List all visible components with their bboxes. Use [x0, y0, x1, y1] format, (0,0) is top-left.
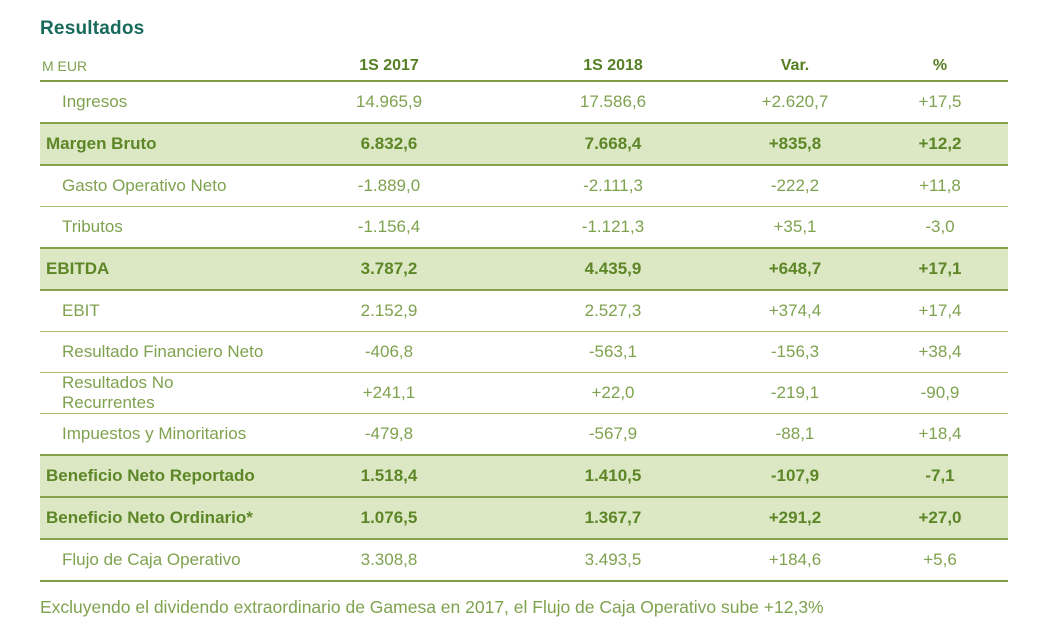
table-row-subtotal: Beneficio Neto Reportado 1.518,4 1.410,5… — [40, 454, 1008, 498]
value-pct: -90,9 — [872, 372, 1008, 414]
value-pct: -3,0 — [872, 206, 1008, 249]
value-pct: +17,1 — [872, 247, 1008, 291]
column-header-var: Var. — [718, 52, 872, 82]
value-1s2018: 3.493,5 — [508, 539, 718, 582]
column-header-1s2018: 1S 2018 — [508, 52, 718, 82]
row-label: Resultados No Recurrentes — [40, 372, 270, 414]
table-row: Ingresos 14.965,9 17.586,6 +2.620,7 +17,… — [40, 81, 1008, 124]
table-row: Flujo de Caja Operativo 3.308,8 3.493,5 … — [40, 539, 1008, 582]
table-row: EBIT 2.152,9 2.527,3 +374,4 +17,4 — [40, 290, 1008, 332]
value-var: +35,1 — [718, 206, 872, 249]
footnote: Excluyendo el dividendo extraordinario d… — [40, 597, 824, 617]
value-1s2018: 1.410,5 — [508, 454, 718, 498]
table-row-subtotal: Beneficio Neto Ordinario* 1.076,5 1.367,… — [40, 496, 1008, 540]
value-pct: +12,2 — [872, 122, 1008, 166]
value-pct: +27,0 — [872, 496, 1008, 540]
value-var: -156,3 — [718, 331, 872, 373]
value-var: -107,9 — [718, 454, 872, 498]
row-label: Tributos — [40, 206, 270, 249]
value-pct: +11,8 — [872, 165, 1008, 207]
value-1s2017: -479,8 — [270, 413, 508, 456]
value-1s2017: -1.889,0 — [270, 165, 508, 207]
row-label: EBITDA — [40, 247, 270, 291]
table-header-row: M EUR 1S 2017 1S 2018 Var. % — [40, 52, 1008, 82]
value-var: +835,8 — [718, 122, 872, 166]
value-1s2018: -567,9 — [508, 413, 718, 456]
value-var: +648,7 — [718, 247, 872, 291]
unit-header: M EUR — [40, 52, 270, 82]
value-pct: +17,4 — [872, 290, 1008, 332]
value-1s2017: 1.076,5 — [270, 496, 508, 540]
value-1s2017: 6.832,6 — [270, 122, 508, 166]
row-label: Gasto Operativo Neto — [40, 165, 270, 207]
value-1s2018: +22,0 — [508, 372, 718, 414]
row-label: Impuestos y Minoritarios — [40, 413, 270, 456]
value-pct: +5,6 — [872, 539, 1008, 582]
value-1s2017: 3.787,2 — [270, 247, 508, 291]
value-1s2017: 3.308,8 — [270, 539, 508, 582]
value-var: -88,1 — [718, 413, 872, 456]
row-label: Resultado Financiero Neto — [40, 331, 270, 373]
table-row: Resultados No Recurrentes +241,1 +22,0 -… — [40, 372, 1008, 414]
value-var: +2.620,7 — [718, 81, 872, 124]
value-1s2018: 4.435,9 — [508, 247, 718, 291]
row-label: Beneficio Neto Ordinario* — [40, 496, 270, 540]
value-1s2017: +241,1 — [270, 372, 508, 414]
value-pct: -7,1 — [872, 454, 1008, 498]
value-1s2018: 2.527,3 — [508, 290, 718, 332]
row-label: EBIT — [40, 290, 270, 332]
value-var: -222,2 — [718, 165, 872, 207]
table-row: Gasto Operativo Neto -1.889,0 -2.111,3 -… — [40, 165, 1008, 207]
row-label: Margen Bruto — [40, 122, 270, 166]
value-pct: +38,4 — [872, 331, 1008, 373]
page-title: Resultados — [40, 18, 145, 39]
row-label: Flujo de Caja Operativo — [40, 539, 270, 582]
value-var: +374,4 — [718, 290, 872, 332]
table-row: Impuestos y Minoritarios -479,8 -567,9 -… — [40, 413, 1008, 456]
column-header-pct: % — [872, 52, 1008, 82]
column-header-1s2017: 1S 2017 — [270, 52, 508, 82]
table-row: Resultado Financiero Neto -406,8 -563,1 … — [40, 331, 1008, 373]
value-1s2018: 7.668,4 — [508, 122, 718, 166]
value-var: +291,2 — [718, 496, 872, 540]
value-1s2017: -406,8 — [270, 331, 508, 373]
value-var: +184,6 — [718, 539, 872, 582]
value-1s2017: 14.965,9 — [270, 81, 508, 124]
row-label: Beneficio Neto Reportado — [40, 454, 270, 498]
value-var: -219,1 — [718, 372, 872, 414]
value-1s2017: -1.156,4 — [270, 206, 508, 249]
value-1s2017: 1.518,4 — [270, 454, 508, 498]
table-row: Tributos -1.156,4 -1.121,3 +35,1 -3,0 — [40, 206, 1008, 249]
value-1s2017: 2.152,9 — [270, 290, 508, 332]
table-row-subtotal: EBITDA 3.787,2 4.435,9 +648,7 +17,1 — [40, 247, 1008, 291]
value-1s2018: 17.586,6 — [508, 81, 718, 124]
value-1s2018: -1.121,3 — [508, 206, 718, 249]
value-1s2018: 1.367,7 — [508, 496, 718, 540]
table-row-subtotal: Margen Bruto 6.832,6 7.668,4 +835,8 +12,… — [40, 122, 1008, 166]
value-1s2018: -563,1 — [508, 331, 718, 373]
value-pct: +17,5 — [872, 81, 1008, 124]
row-label: Ingresos — [40, 81, 270, 124]
value-pct: +18,4 — [872, 413, 1008, 456]
value-1s2018: -2.111,3 — [508, 165, 718, 207]
results-table: M EUR 1S 2017 1S 2018 Var. % Ingresos 14… — [40, 52, 1008, 582]
